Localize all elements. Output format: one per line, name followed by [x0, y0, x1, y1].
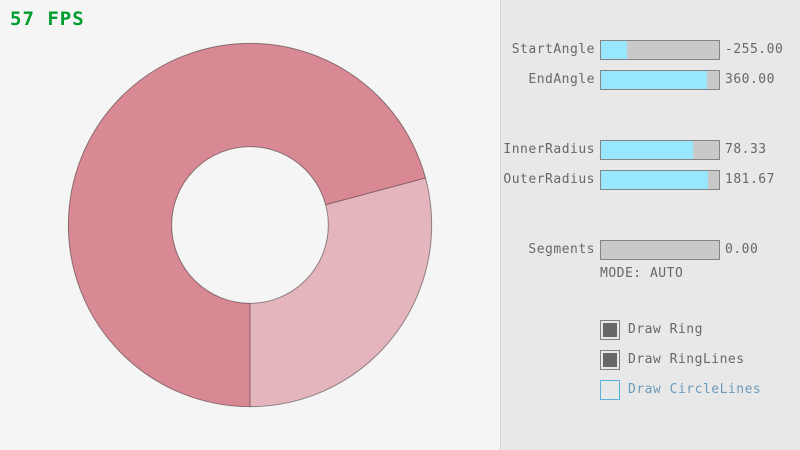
startangle-label: StartAngle [511, 42, 595, 57]
outerradius-slider-fill [601, 171, 709, 189]
endangle-slider[interactable] [600, 70, 720, 90]
endangle-slider-fill [601, 71, 708, 89]
draw-ring-label: Draw Ring [628, 322, 703, 337]
innerradius-slider[interactable] [600, 140, 720, 160]
draw-circlelines-checkbox[interactable] [600, 380, 620, 400]
outerradius-label: OuterRadius [503, 172, 595, 187]
draw-ringlines-label: Draw RingLines [628, 352, 745, 367]
startangle-slider-fill [601, 41, 627, 59]
endangle-value: 360.00 [725, 72, 775, 87]
outerradius-slider[interactable] [600, 170, 720, 190]
startangle-value: -255.00 [725, 42, 784, 57]
fps-counter: 57 FPS [10, 8, 85, 30]
draw-ringlines-checkmark [603, 353, 617, 367]
segments-slider[interactable] [600, 240, 720, 260]
endangle-label: EndAngle [528, 72, 595, 87]
innerradius-label: InnerRadius [503, 142, 595, 157]
draw-ring-checkbox[interactable] [600, 320, 620, 340]
ring-inner-line [171, 146, 329, 304]
ring-double-pass [68, 43, 426, 407]
innerradius-slider-fill [601, 141, 694, 159]
ring-start-angle-line [325, 177, 426, 206]
ring-outer-line [67, 42, 433, 408]
draw-circlelines-label: Draw CircleLines [628, 382, 762, 397]
segments-value: 0.00 [725, 242, 759, 257]
segments-label: Segments [528, 242, 595, 257]
innerradius-value: 78.33 [725, 142, 767, 157]
segments-mode-text: MODE: AUTO [600, 266, 684, 281]
outerradius-value: 181.67 [725, 172, 775, 187]
draw-ringlines-checkbox[interactable] [600, 350, 620, 370]
draw-ring-checkmark [603, 323, 617, 337]
startangle-slider[interactable] [600, 40, 720, 60]
